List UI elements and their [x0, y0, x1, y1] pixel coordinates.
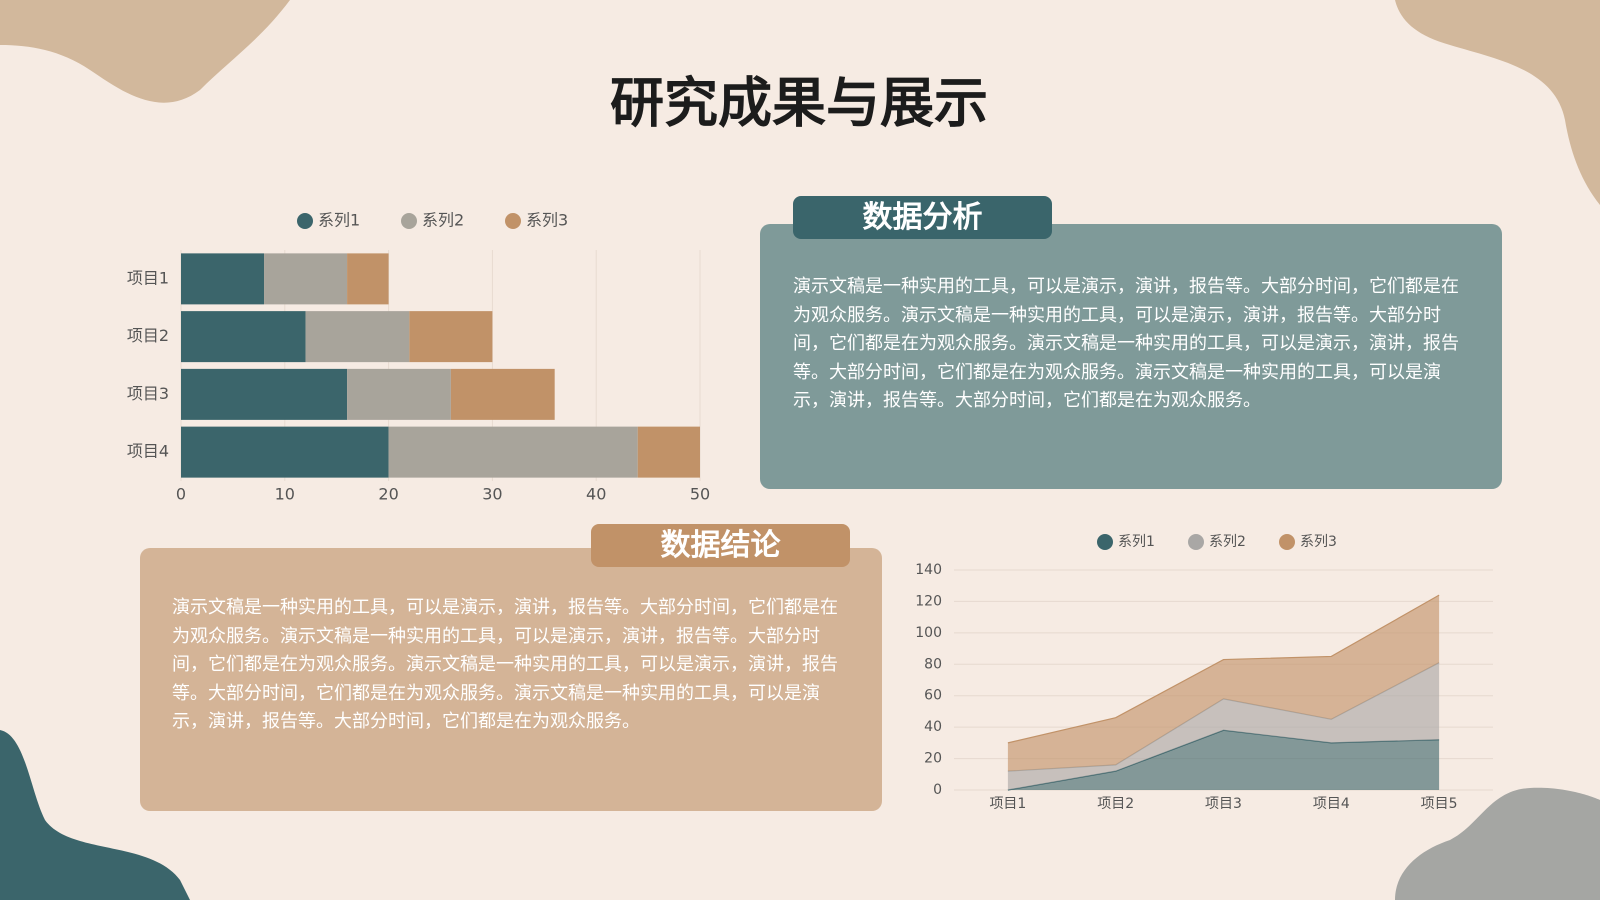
x-tick-label: 0 [176, 485, 186, 504]
panel-heading: 数据结论 [591, 524, 850, 567]
legend-marker [1279, 534, 1295, 550]
x-tick-label: 项目2 [1097, 796, 1134, 812]
x-tick-label: 20 [378, 485, 398, 504]
area [1007, 595, 1440, 772]
y-tick-label: 100 [915, 625, 942, 641]
y-tick-label: 项目3 [127, 384, 169, 403]
y-tick-label: 项目1 [127, 268, 169, 287]
conclusion-panel [140, 548, 882, 811]
y-tick-label: 80 [924, 656, 942, 672]
legend-marker [401, 213, 417, 229]
bar [181, 311, 306, 363]
legend-marker [1188, 534, 1204, 550]
y-tick-label: 40 [924, 719, 942, 735]
bar [388, 426, 638, 478]
bar [264, 253, 348, 305]
slide-title: 研究成果与展示 [610, 72, 988, 135]
area [1007, 730, 1440, 790]
x-tick-label: 50 [690, 485, 710, 504]
y-tick-label: 60 [924, 688, 942, 704]
legend-label: 系列1 [318, 211, 360, 230]
bar [637, 426, 700, 478]
panel-heading: 数据分析 [793, 196, 1052, 239]
legend-label: 系列2 [422, 211, 464, 230]
x-tick-label: 10 [275, 485, 295, 504]
x-tick-label: 项目5 [1421, 796, 1458, 812]
x-tick-label: 项目4 [1313, 796, 1350, 812]
legend-marker [505, 213, 521, 229]
legend-marker [1097, 534, 1113, 550]
y-tick-label: 0 [933, 782, 942, 798]
bar [409, 311, 493, 363]
panel-text: 演示文稿是一种实用的工具，可以是演示，演讲，报告等。大部分时间，它们都是在为观众… [793, 276, 1459, 411]
y-tick-label: 项目2 [127, 326, 169, 345]
x-tick-label: 项目3 [1205, 796, 1242, 812]
y-tick-label: 20 [924, 751, 942, 767]
panel-text: 演示文稿是一种实用的工具，可以是演示，演讲，报告等。大部分时间，它们都是在为观众… [172, 597, 838, 732]
legend-label: 系列3 [526, 211, 568, 230]
x-tick-label: 30 [482, 485, 502, 504]
y-tick-label: 120 [915, 593, 942, 609]
legend-label: 系列2 [1209, 534, 1246, 550]
bar [305, 311, 410, 363]
bar [450, 368, 555, 420]
area [1007, 662, 1440, 790]
bar [181, 368, 348, 420]
y-tick-label: 项目4 [127, 442, 169, 461]
legend-label: 系列1 [1118, 534, 1155, 550]
bar [347, 368, 451, 420]
bar [347, 253, 389, 305]
legend-label: 系列3 [1300, 534, 1337, 550]
bar [181, 426, 389, 478]
area-edge [1007, 594, 1440, 744]
x-tick-label: 40 [586, 485, 606, 504]
y-tick-label: 140 [915, 562, 942, 578]
analysis-panel [760, 224, 1502, 489]
x-tick-label: 项目1 [989, 796, 1026, 812]
bar [181, 253, 265, 305]
legend-marker [297, 213, 313, 229]
